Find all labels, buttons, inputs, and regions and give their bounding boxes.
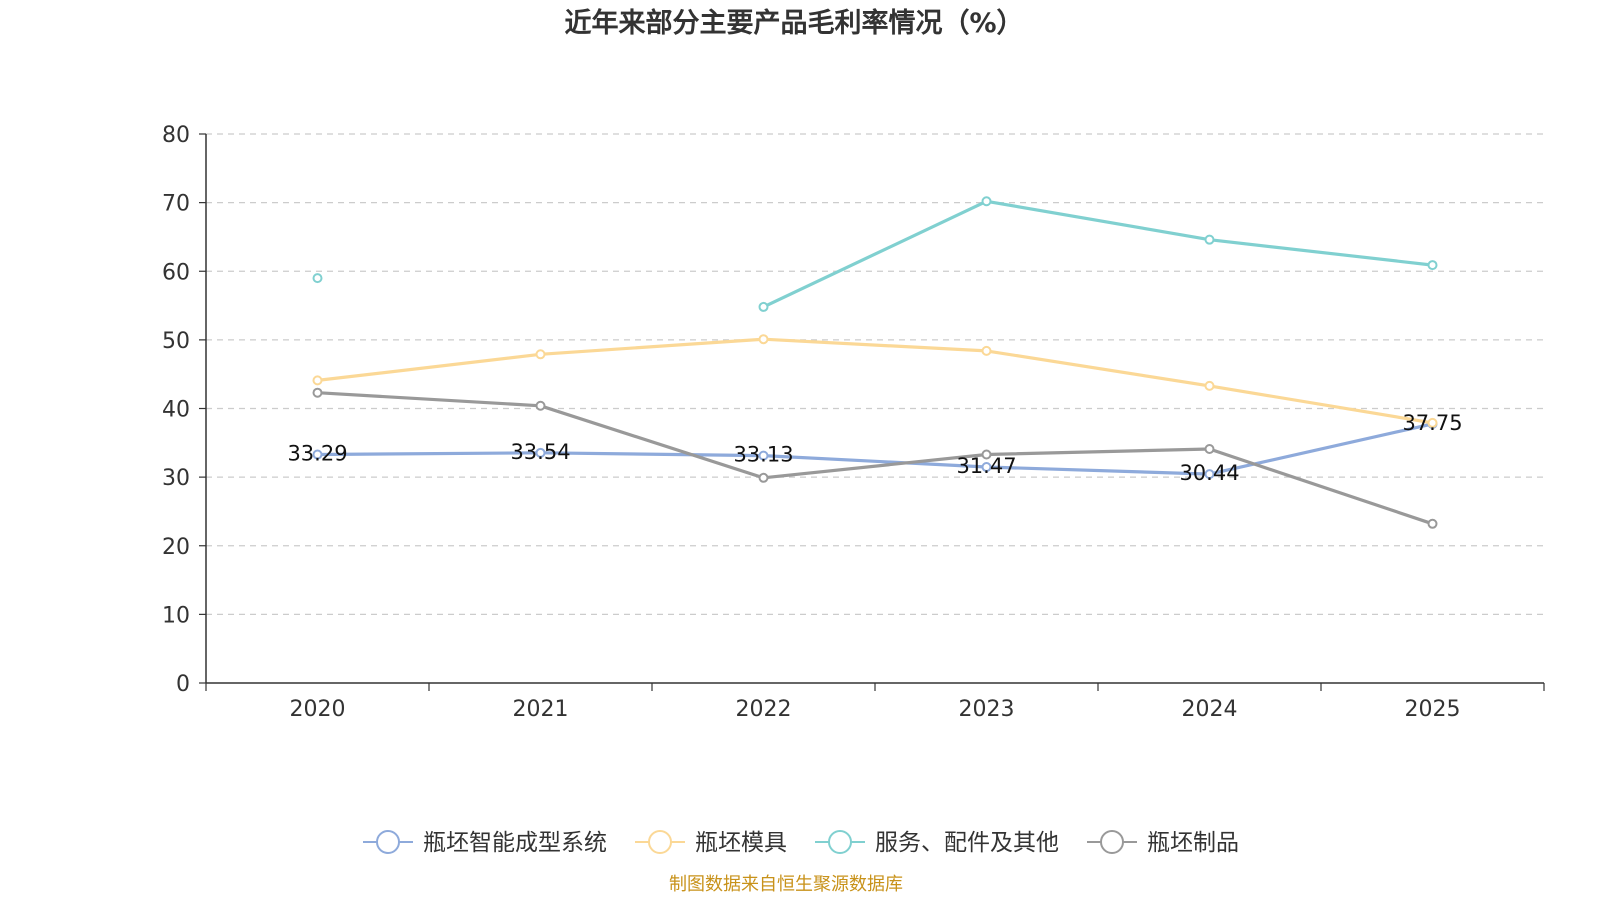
source-note: 制图数据来自恒生聚源数据库	[669, 874, 903, 895]
legend-swatch-marker	[1100, 830, 1124, 854]
data-point	[1427, 417, 1438, 428]
y-tick-label: 60	[162, 260, 190, 285]
data-label: 37.75	[1402, 411, 1462, 435]
x-tick-label: 2024	[1182, 697, 1238, 722]
y-tick-label: 10	[162, 603, 190, 628]
grid-lines	[206, 133, 1544, 615]
data-point	[312, 273, 323, 284]
data-point	[981, 449, 992, 460]
data-point	[758, 450, 769, 461]
x-tick-label: 2023	[959, 697, 1015, 722]
series-4	[312, 387, 1438, 529]
legend-label: 瓶坯智能成型系统	[423, 830, 607, 856]
data-point	[1204, 443, 1215, 454]
y-tick-label: 40	[162, 398, 190, 423]
data-point	[535, 349, 546, 360]
data-point	[312, 375, 323, 386]
x-tick-label: 2022	[736, 697, 792, 722]
data-label: 33.29	[287, 442, 347, 466]
data-point	[535, 400, 546, 411]
data-point	[1204, 234, 1215, 245]
data-point	[758, 301, 769, 312]
data-point	[1204, 380, 1215, 391]
data-label: 31.47	[956, 454, 1016, 478]
series-line	[317, 391, 1434, 526]
chart-title: 近年来部分主要产品毛利率情况（%）	[564, 7, 1023, 39]
data-point	[981, 345, 992, 356]
data-label: 30.44	[1179, 461, 1239, 485]
y-tick-label: 30	[162, 466, 190, 491]
series-line	[317, 337, 1433, 425]
data-label: 33.54	[510, 440, 570, 464]
series-2	[312, 334, 1438, 428]
data-point	[758, 334, 769, 345]
legend: 瓶坯智能成型系统 瓶坯模具 服务、配件及其他 瓶坯制品	[363, 830, 1239, 856]
data-point	[312, 449, 323, 460]
x-tick-label: 2025	[1405, 697, 1461, 722]
x-tick-label: 2020	[290, 697, 346, 722]
series-line	[317, 422, 1433, 476]
legend-item-4: 瓶坯制品	[1087, 830, 1239, 856]
data-point	[1427, 260, 1438, 271]
legend-item-3: 服务、配件及其他	[815, 830, 1059, 856]
legend-label: 瓶坯模具	[695, 830, 787, 856]
data-point	[758, 472, 769, 483]
legend-item-1: 瓶坯智能成型系统	[363, 830, 607, 856]
legend-label: 瓶坯制品	[1147, 830, 1239, 856]
legend-swatch-marker	[828, 830, 852, 854]
legend-label: 服务、配件及其他	[875, 830, 1059, 856]
data-point	[981, 196, 992, 207]
axes: 0 10 20 30 40 50 60 70 80 2020 2021 2022 2023 2024 202…	[162, 123, 1545, 722]
y-tick-label: 0	[176, 672, 190, 697]
data-point	[535, 447, 546, 458]
y-tick-label: 80	[162, 123, 190, 148]
data-point	[1204, 469, 1215, 480]
data-point	[1427, 518, 1438, 529]
data-labels: 33.29 33.54 33.13 31.47 30.44 37.75	[287, 411, 1462, 485]
series-3	[312, 196, 1438, 312]
legend-swatch-marker	[648, 830, 672, 854]
y-tick-label: 70	[162, 192, 190, 217]
y-tick-label: 20	[162, 535, 190, 560]
series-line	[762, 199, 1433, 309]
data-point	[312, 387, 323, 398]
series-group	[312, 196, 1438, 529]
x-tick-label: 2021	[513, 697, 569, 722]
legend-item-2: 瓶坯模具	[635, 830, 787, 856]
legend-swatch-marker	[376, 830, 400, 854]
y-tick-label: 50	[162, 329, 190, 354]
data-label: 33.13	[733, 443, 793, 467]
data-point	[981, 462, 992, 473]
